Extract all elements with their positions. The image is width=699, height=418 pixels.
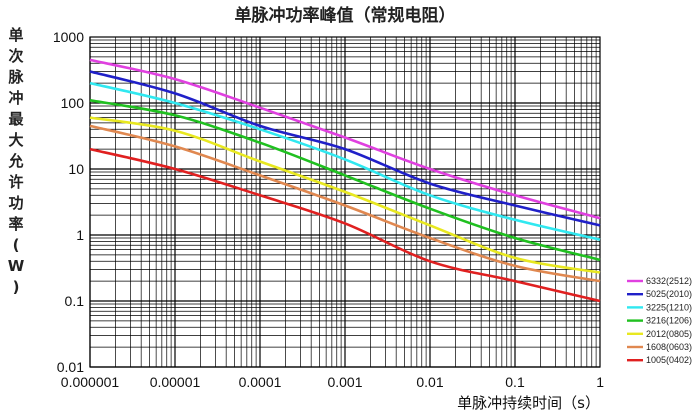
series-line: [89, 124, 601, 283]
series-line: [89, 58, 601, 220]
y-axis-label-char: 大: [8, 131, 23, 149]
series-line: [89, 70, 601, 227]
y-tick-label: 10: [68, 161, 84, 177]
x-tick-label: 0.1: [505, 374, 525, 390]
y-axis-label-char: 脉: [7, 68, 24, 86]
y-axis-label-char: 最: [8, 110, 24, 128]
y-axis-label-char: 许: [8, 173, 23, 191]
x-tick-label: 0.00001: [150, 374, 201, 390]
series-line: [89, 99, 601, 262]
y-axis-label-char: 单: [8, 26, 23, 44]
x-tick-labels: 0.000001 0.00001 0.0001 0.001 0.01 0.1 1: [61, 374, 604, 390]
y-tick-label: 100: [61, 95, 85, 111]
y-tick-label: 0.01: [57, 359, 84, 375]
series-line: [89, 116, 601, 274]
x-axis-label: 单脉冲持续时间（s）: [457, 394, 600, 412]
y-tick-labels: 1000 100 10 1 0.1 0.01: [53, 29, 84, 375]
y-tick-label: 1: [76, 227, 84, 243]
y-axis-label-char: (: [13, 236, 20, 254]
chart-title: 单脉冲功率峰值（常规电阻）: [235, 5, 456, 26]
x-tick-label: 0.000001: [61, 374, 120, 390]
legend-label: 2012(0805): [646, 329, 692, 339]
series-line: [89, 81, 601, 241]
y-axis-label-char: 允: [7, 152, 23, 170]
x-tick-label: 1: [596, 374, 604, 390]
y-axis-label-char: 功: [8, 194, 23, 212]
legend: 6332(2512) 5025(2010) 3225(1210) 3216(1206)…: [627, 276, 692, 365]
x-tick-label: 0.001: [327, 374, 362, 390]
legend-label: 6332(2512): [646, 276, 692, 286]
y-axis-label-char: 次: [8, 47, 23, 65]
legend-label: 1608(0603): [646, 342, 692, 352]
legend-label: 1005(0402): [646, 355, 692, 365]
grid: [89, 36, 601, 368]
x-tick-label: 0.01: [416, 374, 443, 390]
x-tick-label: 0.0001: [239, 374, 282, 390]
y-axis-label-char: W: [8, 257, 25, 275]
y-axis-label-char: ): [13, 278, 20, 296]
y-axis-label-char: 冲: [8, 89, 23, 107]
legend-label: 5025(2010): [646, 289, 692, 299]
legend-label: 3225(1210): [646, 302, 692, 312]
y-axis-label-char: 率: [8, 215, 23, 233]
series-lines: [89, 58, 601, 303]
series-line: [89, 147, 601, 303]
legend-label: 3216(1206): [646, 316, 692, 326]
y-tick-label: 1000: [53, 29, 84, 45]
y-tick-label: 0.1: [65, 293, 85, 309]
